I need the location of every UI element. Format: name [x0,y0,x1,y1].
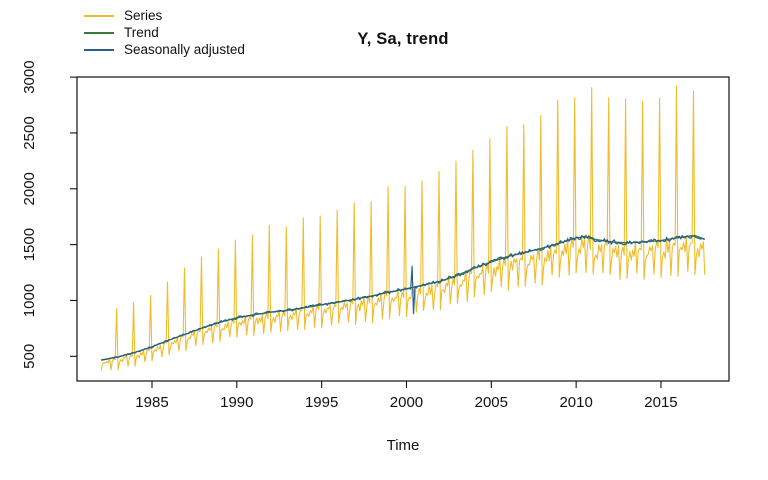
legend-label-series: Series [124,8,163,23]
x-tick-label: 1995 [305,394,338,411]
y-tick-label: 1000 [21,284,38,317]
y-tick-label: 1500 [21,228,38,261]
legend-item-seasonally-adjusted: Seasonally adjusted [84,42,245,57]
x-tick-label: 2000 [390,394,423,411]
legend-item-series: Series [84,8,245,23]
y-tick-label: 3000 [21,60,38,93]
x-tick-label: 1990 [220,394,253,411]
legend-item-trend: Trend [84,25,245,40]
plot-box [76,76,730,382]
x-axis-title: Time [386,437,420,454]
legend-label-trend: Trend [124,25,159,40]
legend-label-seasonally-adjusted: Seasonally adjusted [124,42,245,57]
sa-line-swatch-icon [84,48,114,51]
trend-line-swatch-icon [84,31,114,34]
x-tick-label: 2010 [559,394,592,411]
legend: Series Trend Seasonally adjusted [84,8,245,57]
chart-title: Y, Sa, trend [357,30,449,48]
y-tick-label: 2500 [21,116,38,149]
trend-line [100,234,706,361]
x-tick-label: 2015 [644,394,677,411]
y-tick-label: 2000 [21,172,38,205]
series-line-swatch-icon [84,14,114,17]
seasonally-adjusted-line [101,234,705,361]
y-tick-label: 500 [21,344,38,369]
x-tick-label: 2005 [475,394,508,411]
series-line [100,85,706,371]
x-tick-label: 1985 [135,394,168,411]
